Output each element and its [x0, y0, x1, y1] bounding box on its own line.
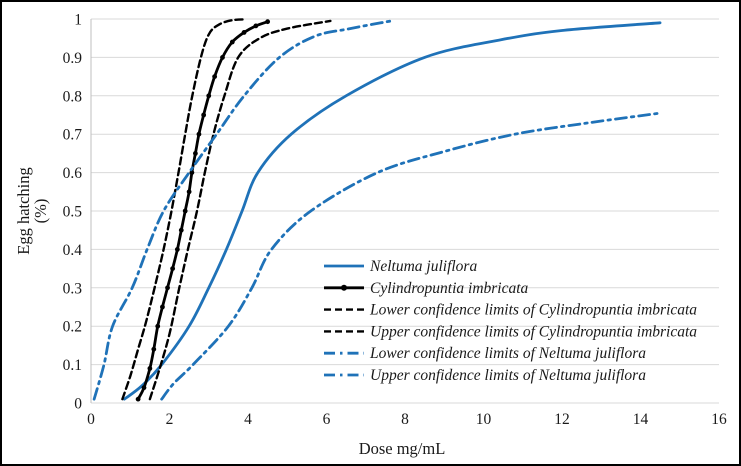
- series-lower-confidence-limits-of-neltuma-juliflora: [160, 111, 662, 401]
- y-tick-label: 0.3: [63, 280, 83, 297]
- x-axis-title: Dose mg/mL: [359, 439, 446, 458]
- x-tick-label: 0: [87, 411, 95, 428]
- series-line: [136, 20, 269, 401]
- data-point-marker: [189, 170, 195, 176]
- y-tick-label: 0.1: [63, 357, 82, 374]
- data-point-marker: [186, 189, 192, 195]
- series-upper-confidence-limits-of-cylindropuntia-imbricata: [148, 19, 332, 401]
- data-point-marker: [147, 366, 153, 371]
- data-point-marker: [170, 266, 176, 271]
- data-point-marker: [135, 396, 141, 402]
- data-point-marker: [155, 323, 161, 329]
- y-tick-label: 0.4: [63, 242, 83, 259]
- data-point-marker: [178, 227, 184, 233]
- y-tick-label: 0.5: [63, 204, 83, 221]
- y-tick-label: 0.6: [63, 165, 83, 182]
- x-tick-label: 16: [711, 411, 727, 428]
- data-point-marker: [220, 55, 225, 60]
- series-neltuma-juliflora: [122, 21, 662, 401]
- series-line: [160, 111, 662, 401]
- y-tick-label: 1: [74, 12, 82, 29]
- data-point-marker: [160, 304, 165, 310]
- series-cylindropuntia-imbricata: [135, 19, 271, 402]
- data-point-marker: [201, 112, 207, 118]
- series-lower-confidence-limits-of-cylindropuntia-imbricata: [121, 18, 248, 401]
- data-point-marker: [212, 74, 218, 79]
- legend-item-lower-confidence-limits-of-cylindropuntia-imbricata: Lower confidence limits of Cylindropunti…: [324, 302, 697, 319]
- series-upper-confidence-limits-of-neltuma-juliflora: [92, 19, 393, 401]
- legend-item-upper-confidence-limits-of-cylindropuntia-imbricata: Upper confidence limits of Cylindropunti…: [324, 323, 697, 340]
- data-point-marker: [229, 39, 235, 45]
- legend-label: Cylindropuntia imbricata: [370, 280, 529, 297]
- x-tick-label: 6: [323, 411, 331, 428]
- x-tick-label: 14: [633, 411, 649, 428]
- y-axis-title: Egg hatching(%): [14, 167, 50, 255]
- series-line: [121, 18, 248, 401]
- legend-label: Upper confidence limits of Cylindropunti…: [370, 323, 697, 340]
- data-point-marker: [253, 23, 259, 29]
- data-point-marker: [174, 247, 180, 252]
- x-tick-label: 10: [476, 411, 492, 428]
- y-tick-label: 0: [74, 396, 82, 413]
- data-point-marker: [193, 151, 198, 156]
- legend-label: Neltuma juliflora: [369, 258, 477, 275]
- legend-item-lower-confidence-limits-of-neltuma-juliflora: Lower confidence limits of Neltuma julif…: [324, 345, 646, 362]
- legend-label: Lower confidence limits of Neltuma julif…: [369, 345, 646, 362]
- data-point-marker: [165, 285, 170, 291]
- legend-label: Upper confidence limits of Neltuma julif…: [370, 367, 646, 384]
- data-point-marker: [241, 30, 247, 35]
- series-line: [92, 19, 393, 401]
- x-tick-label: 12: [554, 411, 570, 428]
- gridlines: [90, 18, 719, 404]
- data-point-marker: [182, 208, 188, 214]
- y-tick-label: 0.7: [63, 127, 83, 144]
- y-tick-label: 0.9: [63, 50, 83, 67]
- legend-label: Lower confidence limits of Cylindropunti…: [369, 302, 697, 319]
- x-tick-label: 8: [401, 411, 409, 428]
- series-line: [122, 21, 662, 401]
- y-tick-label: 0.2: [63, 319, 82, 336]
- x-axis-tick-labels: 0 2 4 6 8 10 12 14 16: [87, 411, 727, 428]
- legend: Neltuma juliflora Cylindropuntia imbricat…: [324, 258, 697, 384]
- data-point-marker: [151, 346, 157, 352]
- x-tick-label: 4: [244, 411, 252, 428]
- data-point-marker: [265, 19, 271, 25]
- y-tick-label: 0.8: [63, 88, 83, 105]
- data-point-marker: [196, 131, 202, 137]
- data-point-marker: [141, 385, 147, 391]
- data-point-marker: [206, 93, 212, 99]
- legend-item-cylindropuntia-imbricata: Cylindropuntia imbricata: [324, 280, 529, 297]
- y-axis-tick-labels: 0 0.1 0.2 0.3 0.4 0.5 0.6 0.7 0.8 0.9 1: [63, 12, 83, 413]
- legend-item-neltuma-juliflora: Neltuma juliflora: [324, 258, 477, 275]
- series-line: [148, 19, 332, 401]
- x-tick-label: 2: [166, 411, 174, 428]
- legend-marker-sample: [341, 284, 347, 291]
- legend-item-upper-confidence-limits-of-neltuma-juliflora: Upper confidence limits of Neltuma julif…: [324, 367, 646, 384]
